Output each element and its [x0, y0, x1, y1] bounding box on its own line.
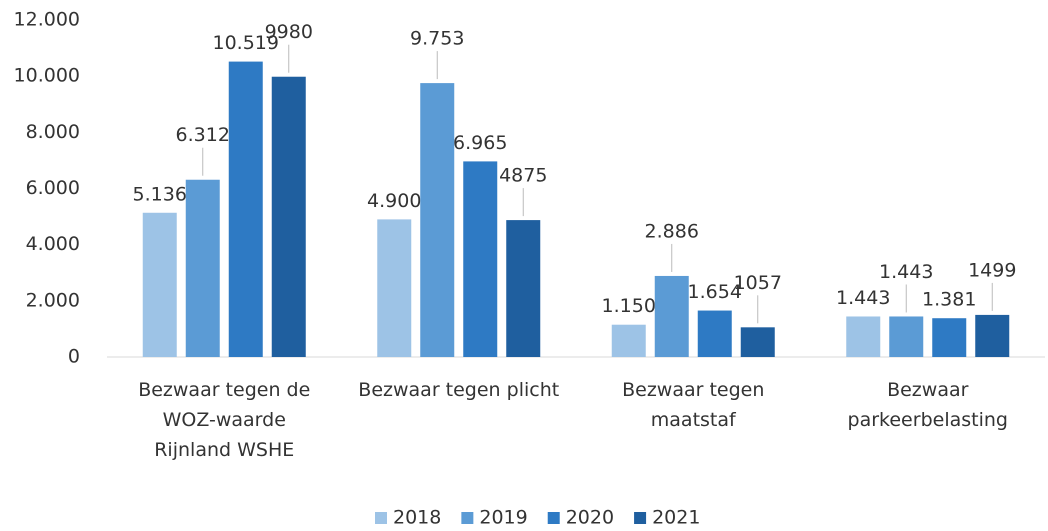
x-tick-label: Bezwaar tegen de WOZ-waarde Rijnland WSH… — [138, 379, 311, 461]
legend-label: 2018 — [393, 507, 441, 529]
data-label: 1.381 — [922, 289, 976, 311]
data-label: 1.443 — [879, 261, 933, 283]
data-label: 9.753 — [410, 28, 464, 50]
bar — [463, 161, 498, 357]
bar — [506, 220, 541, 357]
bar — [228, 61, 263, 357]
data-label: 6.312 — [176, 124, 230, 146]
legend-label: 2021 — [652, 507, 700, 529]
data-label: 2.886 — [645, 220, 699, 242]
bar — [271, 76, 306, 357]
y-tick-label: 10.000 — [14, 65, 80, 87]
y-tick-label: 4.000 — [26, 233, 80, 255]
legend-swatch — [547, 512, 560, 524]
bar — [377, 219, 412, 357]
legend-swatch — [461, 512, 474, 524]
x-tick-label: Bezwaar tegen plicht — [358, 379, 560, 401]
data-label: 10.519 — [213, 32, 279, 54]
bar — [932, 318, 967, 357]
y-tick-label: 2.000 — [26, 289, 80, 311]
bar — [740, 327, 775, 357]
bar — [185, 179, 220, 357]
bar — [142, 212, 177, 357]
bar — [697, 310, 732, 357]
data-label: 1.443 — [836, 287, 890, 309]
bar — [975, 314, 1010, 357]
legend-label: 2020 — [566, 507, 614, 529]
bar — [889, 316, 924, 357]
y-tick-label: 12.000 — [14, 9, 80, 31]
y-tick-label: 6.000 — [26, 177, 80, 199]
data-label: 1.654 — [688, 281, 742, 303]
x-tick-label: Bezwaar tegen maatstaf — [622, 379, 765, 431]
bar — [846, 316, 881, 357]
bar — [611, 324, 646, 357]
data-label: 1499 — [968, 259, 1016, 281]
data-label: 4875 — [499, 165, 547, 187]
data-label: 1057 — [734, 272, 782, 294]
data-label: 6.965 — [453, 132, 507, 154]
data-label: 1.150 — [602, 295, 656, 317]
bar — [654, 275, 689, 357]
y-tick-label: 0 — [68, 346, 80, 368]
x-tick-label: Bezwaar parkeerbelasting — [847, 379, 1008, 431]
data-label: 5.136 — [133, 183, 187, 205]
data-label: 4.900 — [367, 190, 421, 212]
data-label: 9980 — [265, 21, 313, 43]
bar — [420, 83, 455, 358]
legend-swatch — [375, 512, 387, 524]
y-tick-label: 8.000 — [26, 121, 80, 143]
legend-swatch — [634, 512, 647, 524]
legend-label: 2019 — [479, 507, 527, 529]
